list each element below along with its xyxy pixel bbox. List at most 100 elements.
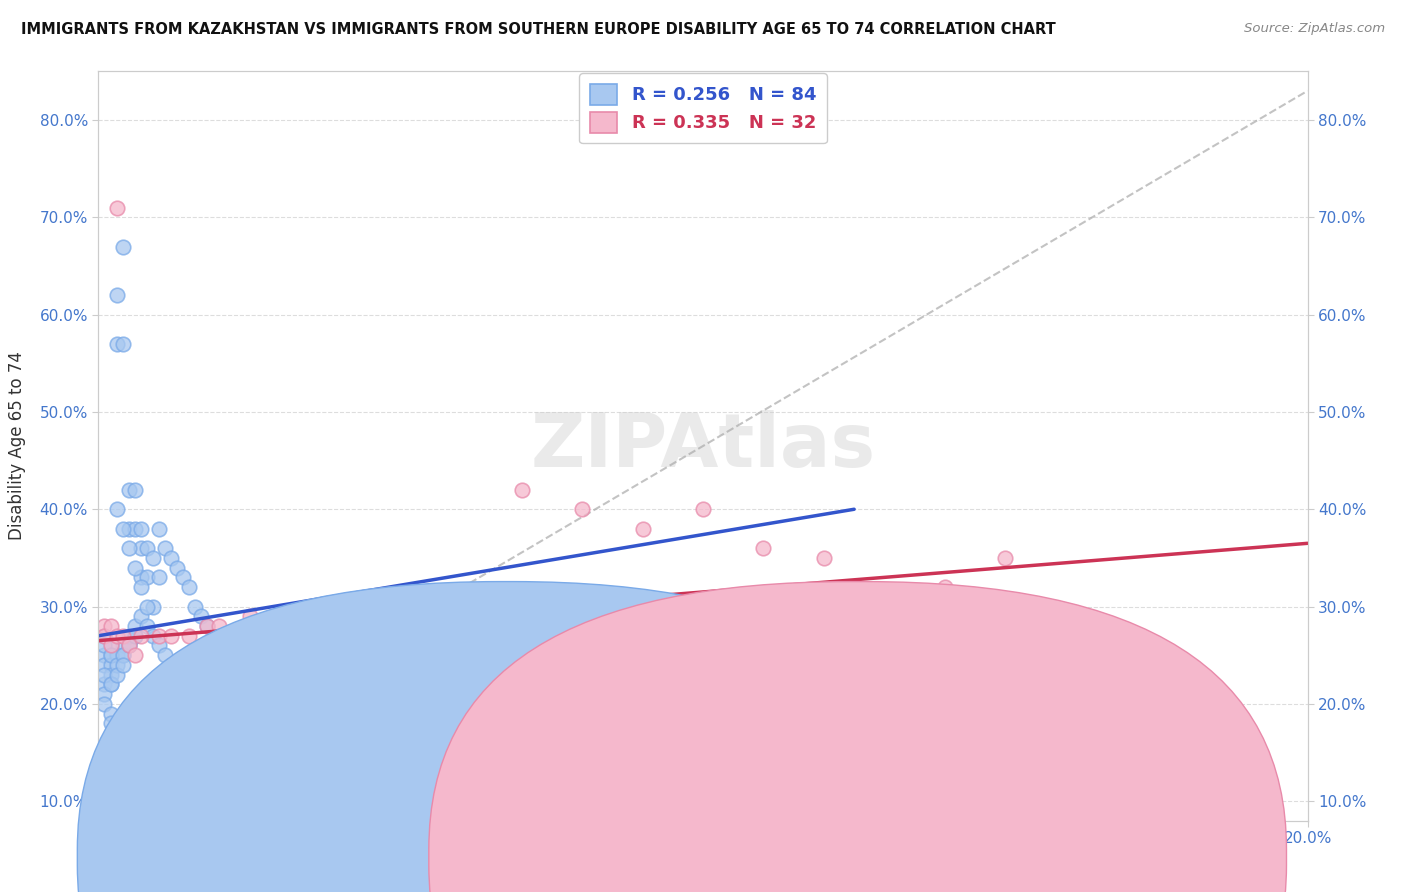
Point xyxy=(135,570,157,584)
Point xyxy=(195,619,218,633)
Point xyxy=(153,541,176,556)
Point xyxy=(160,657,183,672)
Point xyxy=(93,697,115,711)
Point xyxy=(360,609,382,624)
Text: IMMIGRANTS FROM KAZAKHSTAN VS IMMIGRANTS FROM SOUTHERN EUROPE DISABILITY AGE 65 : IMMIGRANTS FROM KAZAKHSTAN VS IMMIGRANTS… xyxy=(21,22,1056,37)
Point xyxy=(100,667,122,681)
Point xyxy=(172,570,194,584)
Point xyxy=(752,541,775,556)
Point xyxy=(129,522,152,536)
Point xyxy=(184,697,207,711)
Point xyxy=(299,629,322,643)
Point xyxy=(93,657,115,672)
Point xyxy=(111,239,134,253)
Point xyxy=(190,609,212,624)
Point xyxy=(994,550,1017,565)
Point xyxy=(153,648,176,663)
Point xyxy=(510,483,533,497)
Point xyxy=(142,629,165,643)
Point xyxy=(166,667,188,681)
Point xyxy=(111,657,134,672)
Point xyxy=(105,201,128,215)
Point xyxy=(269,619,291,633)
Point xyxy=(111,736,134,750)
Point xyxy=(105,667,128,681)
Point xyxy=(221,736,243,750)
Point xyxy=(111,639,134,653)
Point xyxy=(256,756,278,770)
Point xyxy=(100,706,122,721)
Point xyxy=(100,639,122,653)
Point xyxy=(124,629,146,643)
Point xyxy=(692,502,714,516)
Point xyxy=(135,541,157,556)
Point xyxy=(100,619,122,633)
Point xyxy=(1236,804,1258,818)
Point xyxy=(172,677,194,691)
Point xyxy=(129,570,152,584)
Point xyxy=(129,629,152,643)
Point xyxy=(124,629,146,643)
Point xyxy=(111,629,134,643)
Point xyxy=(184,599,207,614)
Point xyxy=(111,336,134,351)
Point xyxy=(166,560,188,574)
Point xyxy=(105,336,128,351)
Point xyxy=(111,648,134,663)
Point xyxy=(281,774,304,789)
Point xyxy=(129,541,152,556)
Point xyxy=(142,599,165,614)
Point xyxy=(93,619,115,633)
Point xyxy=(329,599,352,614)
Point xyxy=(105,648,128,663)
Point xyxy=(118,639,141,653)
Point xyxy=(179,629,201,643)
Point xyxy=(129,580,152,594)
Point xyxy=(100,648,122,663)
Point xyxy=(160,550,183,565)
Point xyxy=(450,599,472,614)
Y-axis label: Disability Age 65 to 74: Disability Age 65 to 74 xyxy=(7,351,25,541)
Point xyxy=(93,639,115,653)
Point xyxy=(93,629,115,643)
Point xyxy=(160,629,183,643)
Point xyxy=(239,746,262,760)
Point xyxy=(100,639,122,653)
Point xyxy=(148,639,170,653)
Point xyxy=(208,619,231,633)
Text: Source: ZipAtlas.com: Source: ZipAtlas.com xyxy=(1244,22,1385,36)
Point xyxy=(813,550,835,565)
Point xyxy=(873,599,896,614)
Point xyxy=(135,599,157,614)
Point xyxy=(100,677,122,691)
Point xyxy=(195,619,218,633)
Point xyxy=(100,677,122,691)
Point xyxy=(124,483,146,497)
Point xyxy=(208,629,231,643)
Point xyxy=(571,502,593,516)
Point xyxy=(118,746,141,760)
Point xyxy=(142,550,165,565)
Text: Immigrants from Kazakhstan: Immigrants from Kazakhstan xyxy=(479,849,702,863)
Point xyxy=(148,570,170,584)
Point xyxy=(105,629,128,643)
Legend: R = 0.256   N = 84, R = 0.335   N = 32: R = 0.256 N = 84, R = 0.335 N = 32 xyxy=(579,73,827,144)
Point xyxy=(124,619,146,633)
Point xyxy=(239,609,262,624)
Point xyxy=(100,648,122,663)
Point xyxy=(93,629,115,643)
Point xyxy=(118,639,141,653)
Text: Immigrants from Southern Europe: Immigrants from Southern Europe xyxy=(811,849,1073,863)
Point xyxy=(118,541,141,556)
Point xyxy=(105,726,128,740)
Point xyxy=(118,522,141,536)
Point xyxy=(93,677,115,691)
Point xyxy=(208,726,231,740)
Point xyxy=(118,639,141,653)
Point xyxy=(389,619,412,633)
Point xyxy=(105,502,128,516)
Point xyxy=(135,619,157,633)
Point xyxy=(111,648,134,663)
Point xyxy=(190,706,212,721)
Point xyxy=(148,522,170,536)
